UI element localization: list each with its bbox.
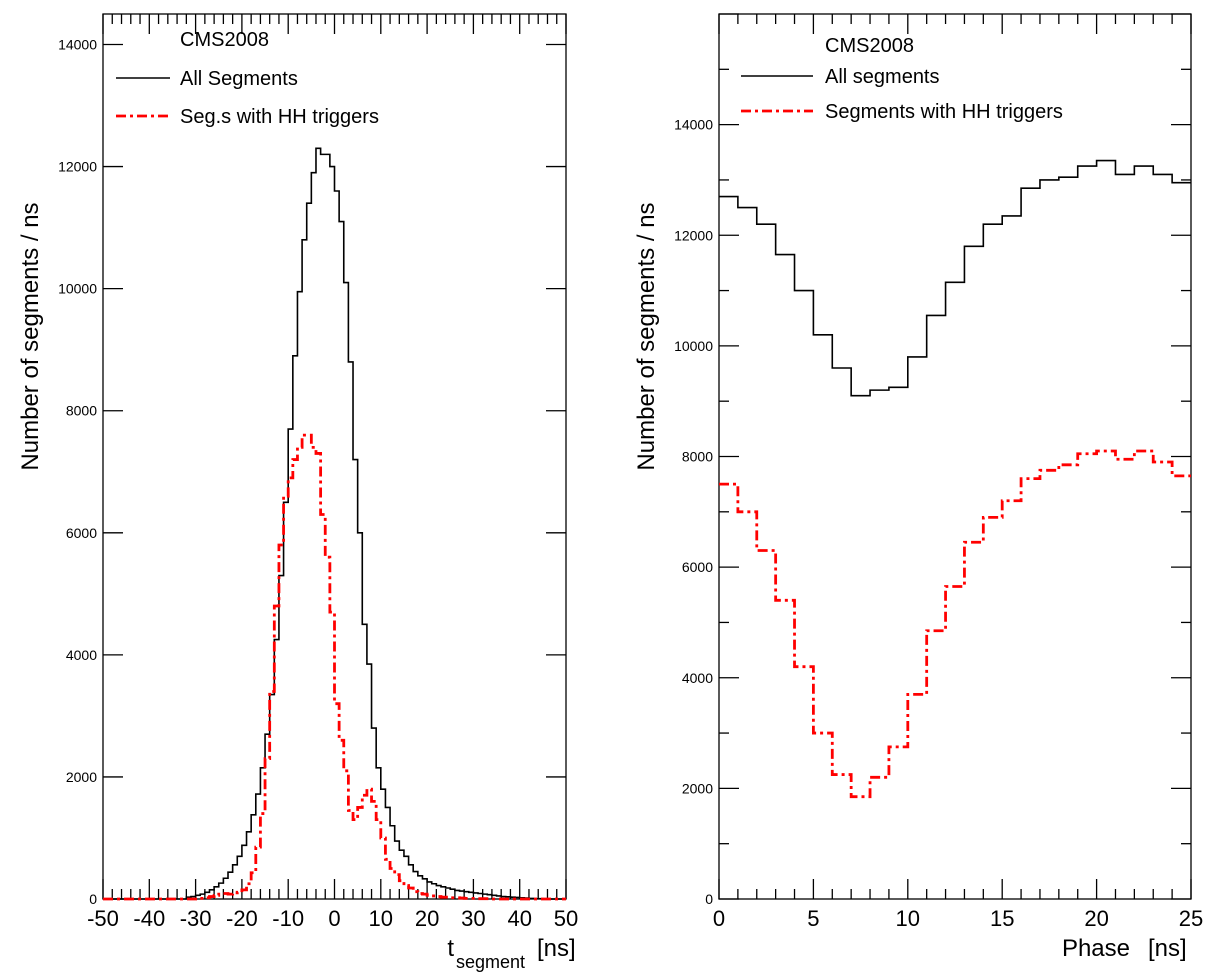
y-tick-label: 14000	[674, 117, 713, 133]
x-tick-label: 10	[369, 906, 393, 931]
x-axis-title: Phase	[1062, 935, 1130, 962]
y-tick-label: 8000	[682, 449, 713, 465]
y-tick-label: 6000	[682, 559, 713, 575]
x-tick-label: 25	[1179, 906, 1203, 931]
series-line-all	[719, 159, 1191, 397]
y-tick-label: 12000	[674, 227, 713, 243]
chart-right-phase: 0 5 10 15 20 25 0 2000 4000 6000 8000 10000 12000 140…	[633, 13, 1203, 962]
x-tick-label: 20	[1084, 906, 1108, 931]
x-tick-label: 15	[990, 906, 1014, 931]
x-tick-label: 5	[807, 906, 819, 931]
legend: CMS2008 All Segments Seg.s with HH trigger…	[116, 29, 379, 128]
y-axis-title: Number of segments / ns	[17, 202, 44, 470]
y-tick-label: 4000	[682, 670, 713, 686]
legend-label: All Segments	[180, 68, 298, 90]
legend-label: Seg.s with HH triggers	[180, 106, 379, 128]
x-tick-label: 40	[507, 906, 531, 931]
x-axis-title-unit: [ns]	[537, 935, 576, 962]
y-tick-label: 0	[89, 891, 97, 907]
x-tick-label: 10	[896, 906, 920, 931]
x-tick-label: 20	[415, 906, 439, 931]
chart-left-segment-time: -50 -40 -30 -20 -10 0 10 20 30 40 50 0 2000 4000 6000 8…	[17, 13, 578, 972]
x-axis-title-subscript: segment	[456, 952, 525, 972]
legend-label: Segments with HH triggers	[825, 101, 1063, 123]
plot-frame	[102, 13, 567, 900]
x-tick-label: -10	[272, 906, 304, 931]
y-tick-label: 10000	[58, 281, 97, 297]
y-tick-label: 2000	[682, 780, 713, 796]
x-tick-label: 0	[328, 906, 340, 931]
x-tick-label: -50	[87, 906, 119, 931]
series-line-all	[103, 147, 566, 900]
legend-header: CMS2008	[825, 35, 914, 57]
x-axis-title-group: t segment [ns]	[447, 935, 575, 972]
y-tick-label: 4000	[66, 647, 97, 663]
x-axis-title-unit: [ns]	[1148, 935, 1187, 962]
x-tick-label: -40	[133, 906, 165, 931]
x-axis-title: t	[447, 935, 454, 962]
legend-header: CMS2008	[180, 29, 269, 51]
series-line-hh	[103, 433, 566, 901]
y-tick-label: 12000	[58, 159, 97, 175]
y-tick-label: 14000	[58, 37, 97, 53]
x-tick-label: -30	[180, 906, 212, 931]
x-tick-label: 30	[461, 906, 485, 931]
legend: CMS2008 All segments Segments with HH trig…	[741, 35, 1063, 123]
y-tick-label: 6000	[66, 525, 97, 541]
x-tick-label: -20	[226, 906, 258, 931]
y-tick-label: 10000	[674, 338, 713, 354]
y-tick-label: 2000	[66, 769, 97, 785]
y-tick-label: 0	[705, 891, 713, 907]
legend-label: All segments	[825, 66, 940, 88]
x-tick-label: 50	[554, 906, 578, 931]
x-tick-label: 0	[713, 906, 725, 931]
y-axis-title: Number of segments / ns	[633, 202, 660, 470]
plot-frame	[718, 13, 1192, 900]
y-tick-label: 8000	[66, 403, 97, 419]
series-line-hh	[719, 449, 1191, 799]
